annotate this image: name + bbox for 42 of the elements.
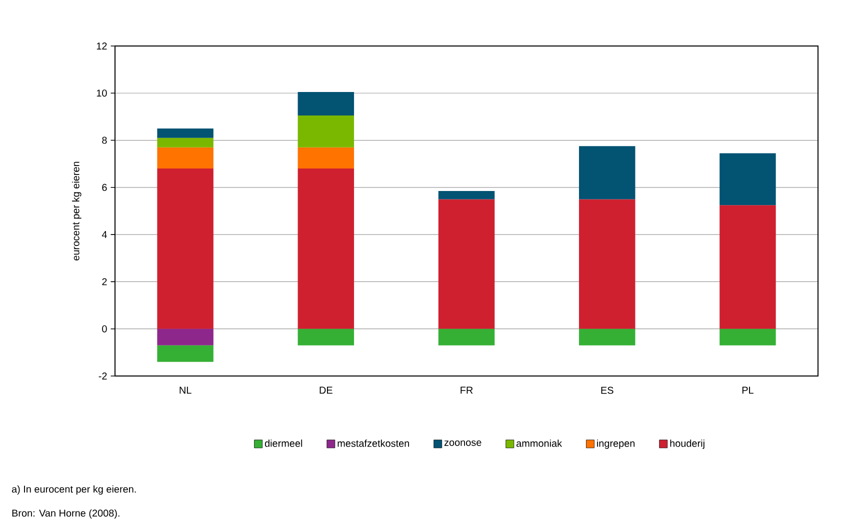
bar — [157, 328, 214, 346]
y-tick-label: 6 — [102, 184, 107, 191]
x-tick-label: DE — [320, 386, 332, 394]
bar — [720, 153, 776, 206]
x-tick-label: NL — [180, 386, 192, 394]
bar — [438, 190, 495, 200]
bar — [438, 199, 495, 329]
y-tick-label: 12 — [96, 42, 107, 50]
bar — [157, 138, 214, 148]
bar — [157, 147, 214, 169]
bar — [298, 328, 354, 346]
legend-label: diermeel — [264, 440, 302, 447]
bar — [720, 205, 776, 329]
legend-label: ingrepen — [597, 440, 635, 449]
bar — [438, 328, 495, 346]
y-tick-label: 0 — [102, 325, 107, 332]
y-tick-label: 4 — [102, 231, 107, 238]
text: Bron: Van Horne (2008). — [12, 509, 120, 519]
text: a) In eurocent per kg eieren. — [12, 485, 136, 495]
bar — [157, 345, 214, 362]
y-tick-label: 10 — [96, 90, 107, 97]
legend-label: mestafzetkosten — [338, 440, 409, 447]
bar — [298, 168, 354, 329]
x-tick-label: PL — [742, 386, 754, 394]
bar — [720, 328, 776, 346]
bar — [157, 128, 214, 138]
bar — [578, 199, 636, 329]
bar — [298, 116, 354, 148]
x-tick-label: FR — [460, 386, 473, 394]
y-tick-label: -2 — [98, 372, 107, 380]
x-tick-label: ES — [601, 386, 614, 394]
legend-label: ammoniak — [516, 440, 562, 447]
bar — [157, 168, 214, 329]
y-tick-label: 8 — [102, 136, 107, 144]
bar — [578, 328, 636, 346]
y-axis-title: eurocent per kg eieren — [72, 162, 82, 260]
bar — [578, 146, 636, 200]
y-tick-label: 2 — [102, 278, 107, 286]
legend-label: houderij — [670, 440, 704, 449]
bar — [298, 92, 354, 116]
legend-label: zoonose — [444, 440, 482, 446]
bar — [298, 147, 354, 169]
